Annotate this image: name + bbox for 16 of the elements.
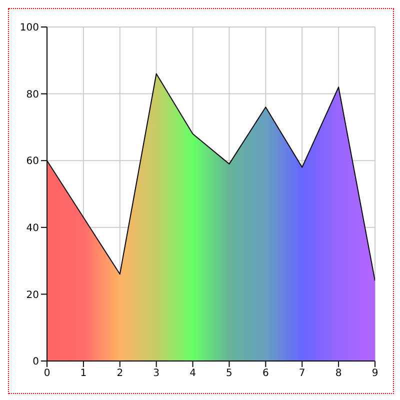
x-tick-label: 3 xyxy=(153,368,160,380)
x-tick-label: 7 xyxy=(298,368,306,380)
x-tick-label: 4 xyxy=(190,368,196,380)
y-tick-label: 60 xyxy=(26,156,39,168)
x-tick-label: 1 xyxy=(80,368,87,380)
y-tick-label: 80 xyxy=(26,89,39,100)
y-tick-label: 20 xyxy=(26,290,39,301)
x-tick-label: 9 xyxy=(372,368,378,380)
x-tick-label: 6 xyxy=(262,368,269,380)
x-tick-label: 0 xyxy=(44,368,50,380)
x-tick-label: 5 xyxy=(226,368,232,380)
y-tick-label: 40 xyxy=(26,222,39,234)
y-tick-label: 0 xyxy=(32,356,39,368)
y-tick-label: 100 xyxy=(20,22,39,34)
x-tick-label: 8 xyxy=(335,368,342,380)
x-tick-label: 2 xyxy=(116,368,124,380)
